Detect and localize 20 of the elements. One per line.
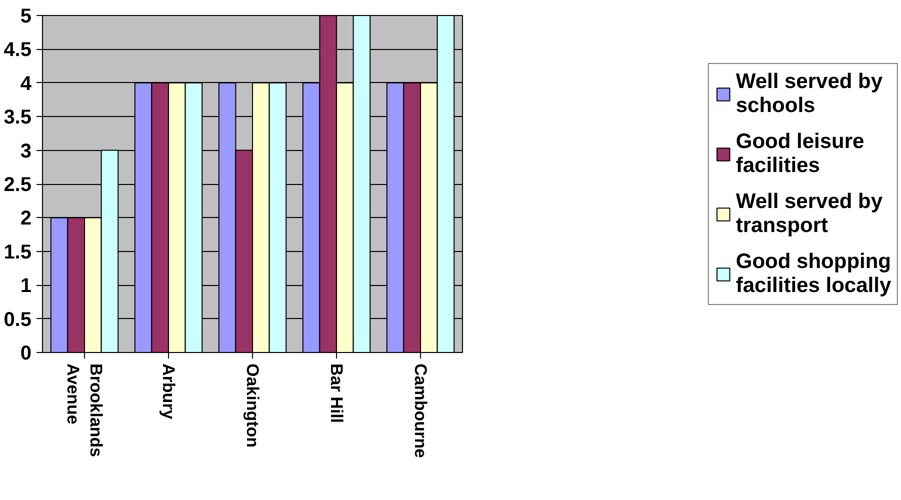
x-tick-label: Arbury	[159, 364, 178, 420]
x-tick-label: Brooklands Avenue	[64, 364, 106, 458]
y-tick-label: 4.5	[4, 39, 32, 62]
y-tick-label: 0	[20, 342, 32, 364]
x-tick-label: Bar Hill	[327, 364, 346, 424]
y-tick-label: 1.5	[4, 241, 32, 264]
y-tick-label: 4	[20, 72, 32, 95]
y-tick-label: 2	[20, 208, 32, 230]
y-tick-label: 3.5	[4, 106, 32, 129]
x-tick-label: Cambourne	[411, 364, 430, 458]
legend-label: Good shopping facilities locally	[736, 250, 892, 298]
legend-label: Well served by transport	[736, 190, 883, 238]
y-tick-label: 1	[20, 275, 32, 298]
x-tick-label: Oakington	[243, 364, 262, 448]
legend-label: Good leisure facilities	[736, 130, 864, 178]
legend-label: Well served by schools	[736, 70, 883, 118]
y-tick-label: 0.5	[4, 308, 32, 331]
y-tick-label: 5	[20, 6, 32, 28]
y-tick-label: 3	[20, 140, 32, 162]
y-tick-label: 2.5	[4, 174, 32, 196]
